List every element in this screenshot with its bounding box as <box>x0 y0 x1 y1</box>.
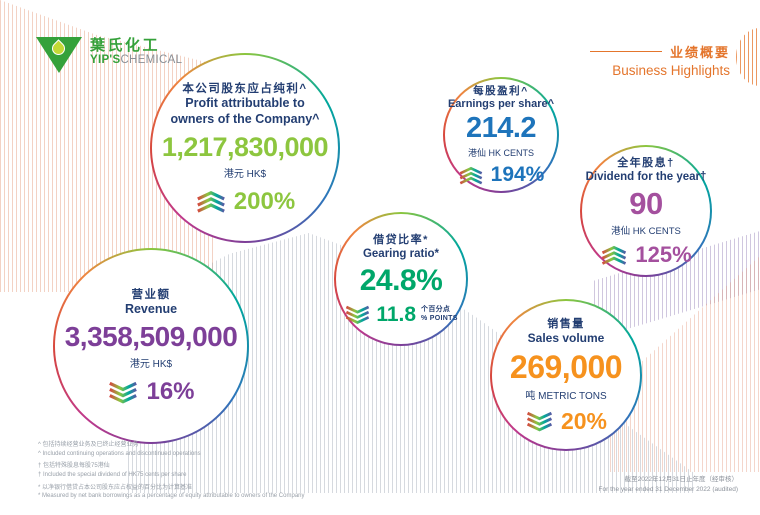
footnotes: ^ 包括持续经营业务及已终止经营业务 ^ Included continuing… <box>38 441 305 505</box>
metric-title-zh: 本公司股东应占纯利^ <box>182 83 308 96</box>
metric-unit: 港元 HK$ <box>223 168 267 180</box>
header-stripe-dome <box>736 28 760 86</box>
logo-triangle-icon <box>36 37 82 73</box>
metric-title-en: Earnings per share^ <box>447 97 555 110</box>
metric-title-zh: 营业额 <box>131 288 171 301</box>
header-rule <box>589 51 662 52</box>
metric-change: 16% <box>146 378 195 406</box>
footnote-gearing-basis: * 以净银行借贷占本公司股东应占权益的百分比为计算基准 * Measured b… <box>38 484 305 500</box>
metric-change: 194% <box>490 163 545 187</box>
metric-value: 269,000 <box>509 349 623 385</box>
decrease-chevron-icon <box>526 411 553 432</box>
metric-change: 11.8 <box>376 303 417 327</box>
metric-circle-gearing-ratio: 借贷比率* Gearing ratio* 24.8% 11.8 个百分点 % P… <box>334 212 468 346</box>
metric-title-zh: 销售量 <box>547 318 585 330</box>
metric-unit: 港元 HK$ <box>129 359 173 371</box>
metric-title-zh: 全年股息† <box>617 156 675 169</box>
reporting-period: 截至2022年12月31日止年度（经审核） For the year ended… <box>599 475 738 496</box>
page-title-zh: 业绩概要 <box>669 45 730 60</box>
metric-title-en: Revenue <box>124 301 178 316</box>
metric-change: 125% <box>635 242 692 268</box>
reporting-period-en: For the year ended 31 December 2022 (aud… <box>598 486 738 494</box>
metric-unit: 吨 METRIC TONS <box>525 391 607 402</box>
company-logo: 葉氏化工 YIP'SCHEMICAL <box>36 37 182 73</box>
logo-droplet-icon <box>49 39 68 58</box>
metric-value: 24.8% <box>359 264 443 298</box>
page-title-en: Business Highlights <box>612 63 730 78</box>
page-header: 业绩概要 Business Highlights <box>589 42 730 78</box>
logo-text: 葉氏化工 YIP'SCHEMICAL <box>90 37 182 73</box>
footnote-continuing-operations: ^ 包括持续经营业务及已终止经营业务 ^ Included continuing… <box>38 442 201 457</box>
metric-title-en: Dividend for the year† <box>585 170 707 183</box>
metric-title-en: Gearing ratio* <box>362 247 440 260</box>
metric-change: 20% <box>560 408 608 434</box>
metric-circle-profit: 本公司股东应占纯利^ Profit attributable to owners… <box>150 53 340 243</box>
metric-value: 214.2 <box>465 112 537 145</box>
increase-chevron-icon <box>602 245 627 265</box>
metric-change-unit: 个百分点 % POINTS <box>421 306 458 323</box>
increase-chevron-icon <box>459 166 482 185</box>
metric-change: 200% <box>233 187 296 215</box>
logo-name-en: YIP'SCHEMICAL <box>90 54 183 67</box>
decrease-chevron-icon <box>346 306 370 325</box>
metric-title-en: Profit attributable to owners of the Com… <box>170 96 320 126</box>
metric-circle-sales-volume: 销售量 Sales volume 269,000 吨 METRIC TONS 2… <box>490 299 642 451</box>
logo-name-zh: 葉氏化工 <box>90 37 161 54</box>
metric-value: 90 <box>629 186 663 222</box>
increase-chevron-icon <box>196 190 225 213</box>
footnote-special-dividend: † 包括特殊股息每股75港仙 † Included the special di… <box>38 463 187 479</box>
metric-value: 1,217,830,000 <box>161 131 329 162</box>
metric-unit: 港仙 HK CENTS <box>467 148 534 159</box>
metric-title-zh: 每股盈利^ <box>473 84 529 97</box>
metric-title-en: Sales volume <box>527 331 605 345</box>
metric-circle-dividend: 全年股息† Dividend for the year† 90 港仙 HK CE… <box>580 145 712 277</box>
reporting-period-zh: 截至2022年12月31日止年度（经审核） <box>624 476 738 483</box>
metric-title-zh: 借贷比率* <box>373 233 429 246</box>
metric-unit: 港仙 HK CENTS <box>611 226 681 238</box>
metric-circle-revenue: 营业额 Revenue 3,358,509,000 港元 HK$ 16% <box>53 248 249 444</box>
decrease-chevron-icon <box>109 381 138 404</box>
metric-value: 3,358,509,000 <box>64 321 238 353</box>
metric-circle-earnings-per-share: 每股盈利^ Earnings per share^ 214.2 港仙 HK CE… <box>443 77 559 193</box>
